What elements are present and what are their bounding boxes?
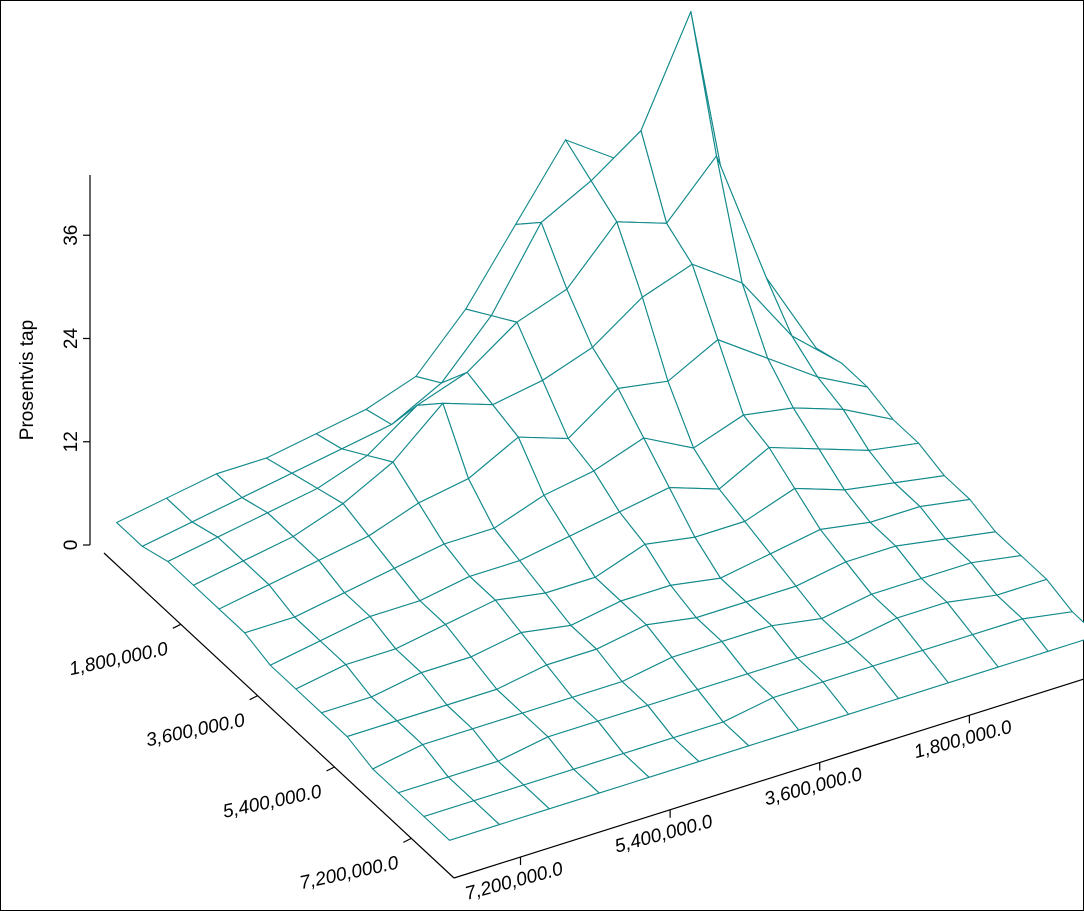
x-tick <box>172 623 182 629</box>
x-axis <box>103 552 455 879</box>
x-tick <box>326 766 335 772</box>
y-axis <box>453 678 1084 879</box>
z-tick-label: 12 <box>61 431 82 452</box>
z-axis-title: Prosentvis tap <box>17 320 38 440</box>
z-tick-label: 24 <box>61 327 82 349</box>
surface-cell <box>423 800 500 841</box>
x-tick <box>403 837 412 843</box>
x-tick <box>249 695 258 701</box>
z-tick-label: 36 <box>61 225 82 246</box>
z-tick-label: 0 <box>61 540 82 551</box>
